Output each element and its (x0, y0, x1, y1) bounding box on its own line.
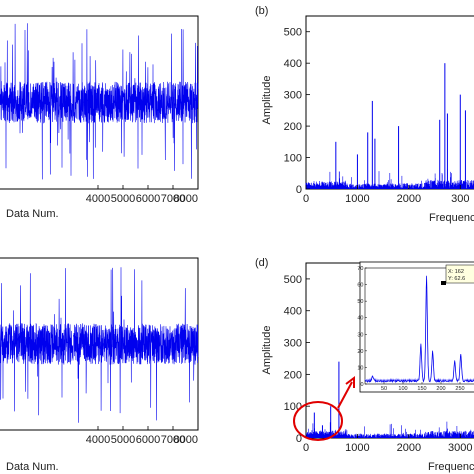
datatip-x: X: 162 (448, 269, 464, 275)
inset-y-ticks: 0 10 20 30 40 50 60 70 (357, 266, 367, 388)
inset-x-tick-label: 100 (398, 386, 407, 392)
panel-d-x-tick-label: 2000 (397, 442, 421, 454)
panel-d-x-tick-label: 3000 (448, 442, 472, 454)
inset-x-ticks: 50 100 150 200 250 (381, 382, 465, 392)
panel-b-x-tick-label: 2000 (397, 193, 421, 205)
panel-b: (b) 0 100 200 300 400 500 0 1000 2000 300 Amplit… (255, 5, 474, 224)
panel-a-xlabel: Data Num. (6, 208, 59, 220)
panel-b-y-tick-label: 300 (284, 90, 302, 102)
panel-d-x-tick-label: 1000 (345, 442, 369, 454)
inset-y-tick-label: 70 (357, 266, 363, 272)
inset-y-tick-label: 50 (357, 299, 363, 305)
inset-x-tick-label: 200 (436, 386, 445, 392)
panel-d-y-tick-label: 200 (284, 369, 302, 381)
panel-b-spectrum (305, 63, 474, 189)
panel-b-x-tick-label: 1000 (345, 193, 369, 205)
panel-d-x-ticks: 0 1000 2000 3000 (303, 434, 473, 454)
highlight-circle (293, 401, 343, 441)
annotation-arrowhead (345, 376, 355, 388)
panel-d-label: (d) (255, 257, 268, 269)
panel-b-x-tick-label: 300 (451, 193, 469, 205)
panel-b-xlabel: Frequence (429, 212, 474, 224)
panel-b-y-tick-label: 200 (284, 121, 302, 133)
panel-b-x-tick-label: 0 (303, 193, 309, 205)
panel-d-ylabel: Amplitude (261, 326, 273, 375)
panel-c-x-tick-label: 8000 (174, 434, 198, 446)
panel-b-y-ticks: 0 100 200 300 400 500 (284, 27, 310, 196)
inset-y-tick-label: 10 (357, 365, 363, 371)
panel-c-signal (0, 267, 199, 423)
panel-b-noise (305, 168, 474, 189)
panel-b-x-ticks: 0 1000 2000 300 (303, 185, 469, 205)
panel-d-y-tick-label: 0 (296, 433, 302, 445)
inset-x-tick-label: 150 (417, 386, 426, 392)
inset-datatip: X: 162 Y: 62.6 (441, 264, 474, 285)
panel-a-x-tick-label: 7000 (161, 193, 185, 205)
panel-a-x-tick-label: 8000 (174, 193, 198, 205)
panel-b-label: (b) (255, 5, 268, 17)
panel-d-x-tick-label: 0 (303, 442, 309, 454)
inset-y-tick-label: 60 (357, 283, 363, 289)
panel-c-x-tick-label: 6000 (136, 434, 160, 446)
panel-d-spectrum (305, 361, 474, 438)
annotation-arrow (337, 381, 353, 409)
panel-a-signal (0, 23, 199, 180)
inset-trace-primary (364, 275, 474, 384)
panel-b-ylabel: Amplitude (261, 76, 273, 125)
datatip-marker (441, 281, 446, 285)
inset-y-tick-label: 20 (357, 349, 363, 355)
panel-d-xlabel: Frequence (428, 461, 474, 473)
panel-c-x-tick-label: 5000 (111, 434, 135, 446)
panel-b-y-tick-label: 500 (284, 27, 302, 39)
inset-x-tick-label: 250 (455, 386, 464, 392)
panel-d-y-tick-label: 500 (284, 274, 302, 286)
panel-c-x-tick-label: 4000 (86, 434, 110, 446)
panel-a-x-tick-label: 6000 (136, 193, 160, 205)
panel-d-y-tick-label: 100 (284, 401, 302, 413)
panel-d-y-tick-label: 400 (284, 306, 302, 318)
panel-a-x-tick-label: 4000 (86, 193, 110, 205)
panel-b-y-tick-label: 100 (284, 153, 302, 165)
inset-y-tick-label: 0 (360, 382, 363, 388)
panel-b-axes (305, 15, 474, 190)
panel-c-x-tick-label: 7000 (161, 434, 185, 446)
panel-a-x-tick-label: 5000 (111, 193, 135, 205)
panel-b-y-tick-label: 0 (296, 184, 302, 196)
panel-c-trace (0, 267, 199, 423)
inset-y-tick-label: 30 (357, 332, 363, 338)
panel-d-y-ticks: 0 100 200 300 400 500 (284, 274, 310, 445)
panel-d-inset: 0 10 20 30 40 50 60 70 50 100 150 200 250 X: 162 Y:… (357, 261, 474, 393)
panel-b-y-tick-label: 400 (284, 58, 302, 70)
panel-d-noise (305, 421, 474, 438)
panel-c-xlabel: Data Num. (6, 461, 59, 473)
inset-y-tick-label: 40 (357, 316, 363, 322)
datatip-box (445, 264, 474, 284)
panel-a-trace (0, 23, 199, 180)
panel-d-y-tick-label: 300 (284, 338, 302, 350)
datatip-y: Y: 62.6 (448, 276, 465, 282)
inset-x-tick-label: 50 (381, 386, 387, 392)
inset-spectrum (364, 275, 474, 384)
